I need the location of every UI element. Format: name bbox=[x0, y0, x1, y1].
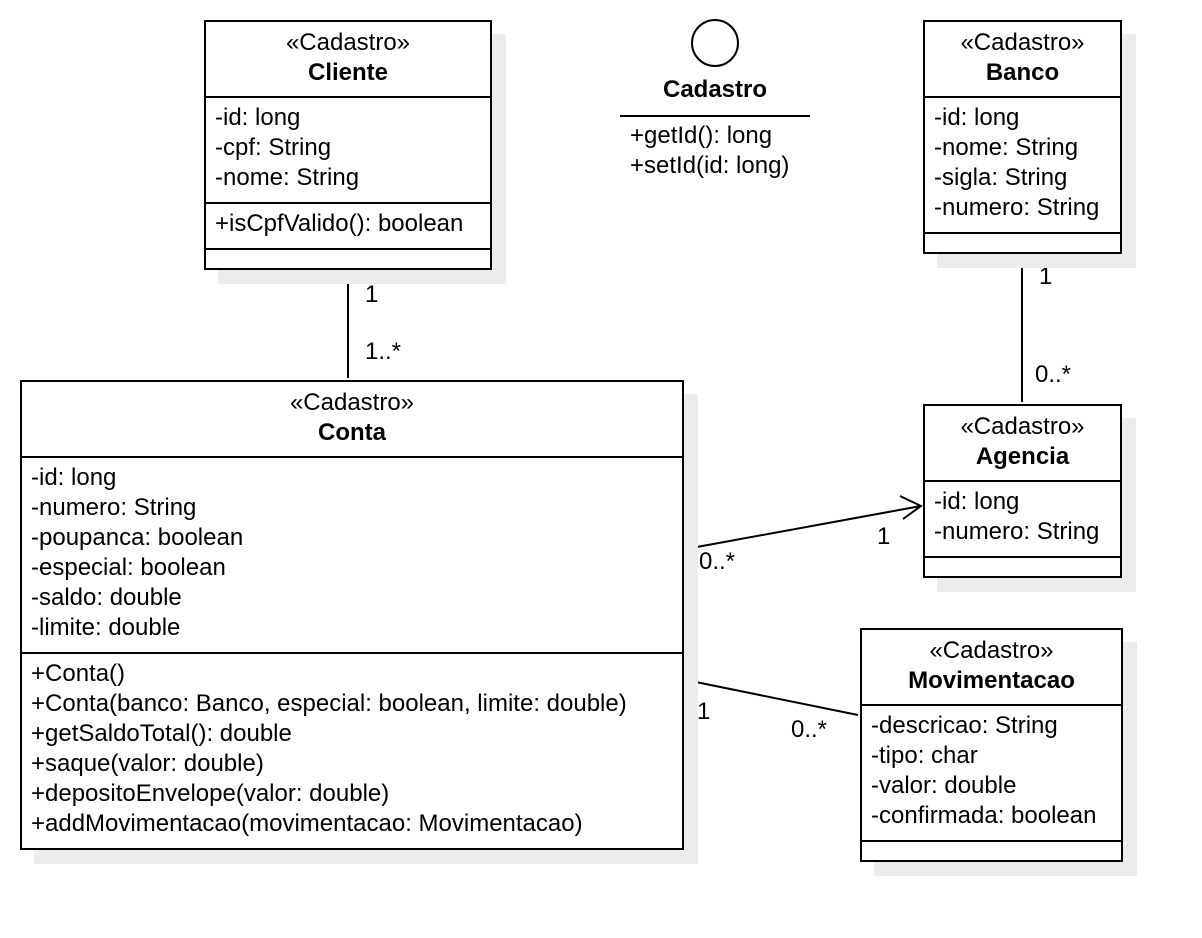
attribute: -numero: String bbox=[934, 518, 1100, 545]
class-banco[interactable]: «Cadastro» Banco -id: long -nome: String -si… bbox=[923, 20, 1122, 254]
attributes-compartment: -id: long -numero: String -poupanca: boole… bbox=[22, 458, 682, 654]
method: +getSaldoTotal(): double bbox=[31, 720, 292, 747]
method: +addMovimentacao(movimentacao: Movimenta… bbox=[31, 810, 583, 837]
class-name: Conta bbox=[318, 419, 386, 446]
attribute: -confirmada: boolean bbox=[871, 802, 1097, 829]
attribute: -id: long bbox=[934, 488, 1020, 515]
multiplicity-label: 1 bbox=[697, 698, 711, 725]
method: +Conta(banco: Banco, especial: boolean, … bbox=[31, 690, 627, 717]
methods-compartment: +isCpfValido(): boolean bbox=[206, 204, 490, 250]
interface-method: +setId(id: long) bbox=[630, 152, 790, 179]
methods-compartment bbox=[925, 558, 1120, 576]
attribute: -id: long bbox=[934, 104, 1020, 131]
class-name: Banco bbox=[985, 59, 1060, 86]
stereotype: «Cadastro» bbox=[960, 29, 1085, 56]
attribute: -sigla: String bbox=[934, 164, 1068, 191]
class-name: Agencia bbox=[975, 443, 1070, 470]
attribute: -poupanca: boolean bbox=[31, 524, 244, 551]
methods-compartment bbox=[925, 234, 1120, 252]
class-header: «Cadastro» Movimentacao bbox=[862, 630, 1121, 706]
multiplicity-label: 0..* bbox=[791, 716, 828, 743]
interface-method: +getId(): long bbox=[630, 122, 773, 149]
class-name: Movimentacao bbox=[908, 667, 1075, 694]
multiplicity-label: 1 bbox=[877, 523, 891, 550]
association-conta-movimentacao bbox=[685, 679, 859, 716]
interface-name: Cadastro bbox=[662, 76, 768, 103]
attributes-compartment: -id: long -cpf: String -nome: String bbox=[206, 98, 490, 204]
attribute: -cpf: String bbox=[215, 134, 332, 161]
class-name: Cliente bbox=[307, 59, 388, 86]
attribute: -descricao: String bbox=[871, 712, 1058, 739]
class-header: «Cadastro» Agencia bbox=[925, 406, 1120, 482]
class-conta[interactable]: «Cadastro» Conta -id: long -numero: String -… bbox=[20, 380, 684, 850]
class-movimentacao[interactable]: «Cadastro» Movimentacao -descricao: String… bbox=[860, 628, 1123, 862]
attributes-compartment: -id: long -numero: String bbox=[925, 482, 1120, 558]
open-arrowhead bbox=[899, 495, 923, 520]
multiplicity-label: 1 bbox=[1039, 263, 1053, 290]
association-conta-agencia bbox=[685, 505, 922, 550]
attribute: -numero: String bbox=[934, 194, 1100, 221]
attributes-compartment: -descricao: String -tipo: char -valor: dou… bbox=[862, 706, 1121, 842]
attribute: -limite: double bbox=[31, 614, 181, 641]
method: +depositoEnvelope(valor: double) bbox=[31, 780, 390, 807]
stereotype: «Cadastro» bbox=[929, 637, 1054, 664]
attribute: -saldo: double bbox=[31, 584, 182, 611]
interface-lollipop-icon bbox=[691, 19, 739, 67]
class-cliente[interactable]: «Cadastro» Cliente -id: long -cpf: String -n… bbox=[204, 20, 492, 270]
multiplicity-label: 1..* bbox=[365, 338, 402, 365]
methods-compartment: +Conta() +Conta(banco: Banco, especial: b… bbox=[22, 654, 682, 848]
attributes-compartment: -id: long -nome: String -sigla: String -num… bbox=[925, 98, 1120, 234]
attribute: -nome: String bbox=[215, 164, 360, 191]
methods-compartment bbox=[862, 842, 1121, 860]
extra-compartment bbox=[206, 250, 490, 268]
method: +isCpfValido(): boolean bbox=[215, 210, 464, 237]
attribute: -especial: boolean bbox=[31, 554, 226, 581]
class-agencia[interactable]: «Cadastro» Agencia -id: long -numero: Strin… bbox=[923, 404, 1122, 578]
attribute: -id: long bbox=[215, 104, 301, 131]
method: +Conta() bbox=[31, 660, 126, 687]
attribute: -numero: String bbox=[31, 494, 197, 521]
multiplicity-label: 1 bbox=[365, 281, 379, 308]
attribute: -id: long bbox=[31, 464, 117, 491]
class-header: «Cadastro» Banco bbox=[925, 22, 1120, 98]
stereotype: «Cadastro» bbox=[285, 29, 411, 56]
class-header: «Cadastro» Cliente bbox=[206, 22, 490, 98]
method: +saque(valor: double) bbox=[31, 750, 264, 777]
stereotype: «Cadastro» bbox=[289, 389, 415, 416]
attribute: -valor: double bbox=[871, 772, 1017, 799]
stereotype: «Cadastro» bbox=[960, 413, 1085, 440]
attribute: -nome: String bbox=[934, 134, 1079, 161]
class-header: «Cadastro» Conta bbox=[22, 382, 682, 458]
multiplicity-label: 0..* bbox=[699, 548, 736, 575]
attribute: -tipo: char bbox=[871, 742, 978, 769]
multiplicity-label: 0..* bbox=[1035, 361, 1072, 388]
